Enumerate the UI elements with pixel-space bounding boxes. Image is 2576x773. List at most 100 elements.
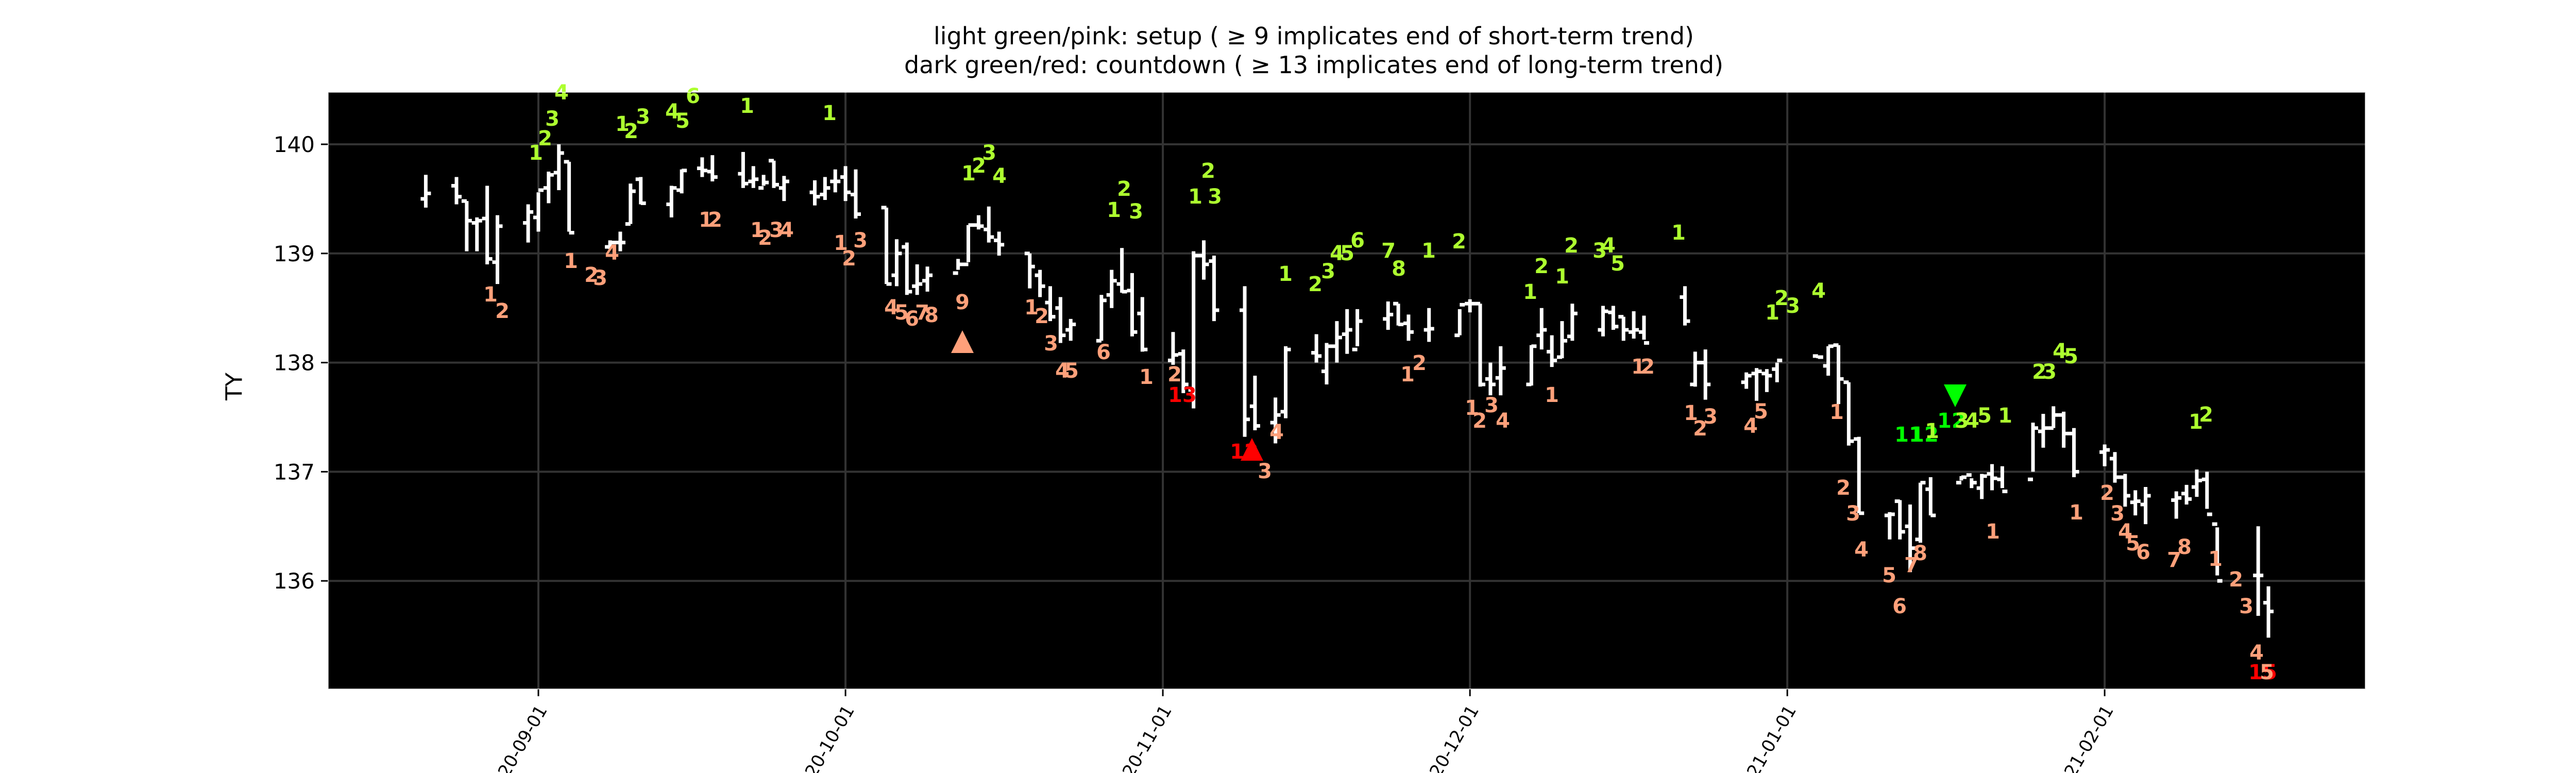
ohlc-bar	[2048, 406, 2059, 430]
td-count-label: 4	[1269, 421, 1284, 444]
ohlc-bar	[1454, 303, 1465, 338]
ohlc-bar	[2058, 411, 2069, 448]
td-count-label: 4	[1330, 242, 1344, 265]
ohlc-bar	[1311, 334, 1322, 363]
td-count-label: 1	[961, 162, 976, 186]
ohlc-bar	[1403, 314, 1414, 341]
td-count-label: 2	[1534, 255, 1549, 278]
td-count-label: 1	[1829, 400, 1844, 424]
ohlc-bar	[1280, 346, 1291, 418]
ohlc-bar	[1167, 332, 1178, 365]
td-count-label: 5	[2064, 345, 2078, 368]
td-count-label: 4	[2118, 520, 2132, 544]
ohlc-bar	[2140, 487, 2151, 525]
td-count-label: 2	[708, 208, 722, 232]
ohlc-bar	[1772, 358, 1783, 382]
td-count-label: 3	[2239, 595, 2253, 618]
td-count-label: 3	[545, 107, 560, 131]
td-count-label: 3	[2110, 502, 2125, 526]
ohlc-bar	[1465, 299, 1476, 313]
ohlc-bar	[778, 176, 789, 201]
ohlc-bar	[1024, 251, 1035, 289]
td-count-label: 3	[1044, 332, 1058, 356]
td-count-label: 5	[1064, 359, 1079, 383]
ohlc-bar	[533, 188, 544, 232]
td-count-label: 2	[495, 299, 510, 323]
ohlc-bar	[1383, 301, 1394, 330]
ohlc-bar	[1976, 474, 1987, 499]
ohlc-bar	[492, 215, 503, 284]
ohlc-bar	[2099, 444, 2110, 466]
ohlc-bar	[1096, 295, 1107, 343]
ohlc-bar	[1240, 286, 1250, 437]
td-count-label: 15	[2248, 661, 2277, 684]
td-count-label: 4	[605, 241, 619, 265]
td-count-label: 6	[686, 85, 700, 108]
ohlc-bar	[553, 144, 564, 190]
td-count-label: 4	[1743, 414, 1758, 438]
td-count-label: 3	[1592, 239, 1607, 263]
ohlc-bar	[1209, 256, 1219, 322]
ohlc-bar	[1608, 306, 1619, 330]
td-count-label: 1	[740, 94, 754, 118]
ohlc-bar	[564, 160, 574, 235]
td-count-label: 1	[834, 231, 848, 255]
td-count-label: 2	[584, 263, 599, 287]
ohlc-bar	[953, 259, 963, 275]
td-count-label: 6	[1350, 229, 1365, 253]
td-count-label: 1	[615, 112, 630, 136]
ohlc-bar	[984, 206, 994, 243]
td-count-label: 2	[1117, 177, 1131, 201]
td-count-label: 5	[2260, 661, 2274, 684]
td-count-label: 11	[1894, 423, 1923, 447]
td-count-label: 1	[1024, 296, 1039, 320]
td-count-label: 3	[853, 229, 868, 253]
td-count-label: 12	[1910, 423, 1939, 447]
td-count-label: 13	[1168, 383, 1197, 407]
td-count-label: 6	[905, 307, 919, 331]
ohlc-bar	[912, 264, 923, 295]
td-count-label: 2	[1564, 234, 1579, 258]
td-count-label: 4	[1811, 279, 1826, 303]
td-count-label: 2	[972, 154, 986, 178]
ohlc-bar	[1065, 318, 1076, 341]
ohlc-bar	[1700, 349, 1711, 400]
ohlc-bar	[1680, 286, 1690, 326]
ohlc-bar	[994, 231, 1005, 256]
ohlc-bar	[891, 239, 902, 287]
td-count-label: 2	[758, 226, 772, 250]
ohlc-bar	[830, 169, 841, 193]
td-count-label: 1	[1523, 280, 1537, 304]
td-count-label: 1	[2189, 410, 2203, 434]
ohlc-bar	[2130, 490, 2141, 516]
ohlc-bar	[1055, 297, 1066, 343]
td-count-label: 1	[699, 208, 713, 232]
td-count-label: 6	[2136, 541, 2150, 564]
x-axis: 20-09-01 20-10-01 20-11-01 20-12-01 21-01-01…	[494, 689, 2118, 773]
td-count-label: 2	[1412, 351, 1427, 375]
td-count-label: 3	[1786, 294, 1800, 318]
ohlc-bar	[2069, 428, 2079, 477]
y-tick-label: 140	[274, 132, 315, 157]
triangle-up-marker	[1241, 438, 1263, 461]
td-count-label: 3	[769, 219, 784, 242]
td-count-label: 4	[884, 296, 899, 320]
td-count-label: 1	[1631, 355, 1646, 379]
ohlc-bar	[881, 206, 892, 286]
td-count-label: 1	[750, 219, 765, 242]
td-count-label: 1	[1925, 419, 1939, 443]
ohlc-bar	[1843, 380, 1854, 446]
plot-area	[328, 92, 2365, 689]
td-count-label: 3	[1846, 502, 1860, 526]
ohlc-bar	[850, 169, 861, 219]
ohlc-bar	[1884, 512, 1895, 540]
triangle-up-marker	[951, 330, 974, 353]
y-tick-label: 137	[274, 459, 315, 484]
td-count-label: 1	[1400, 363, 1415, 386]
td-count-label: 1	[1555, 265, 1569, 289]
td-count-label: 1	[1278, 262, 1293, 286]
ohlc-bar	[2201, 472, 2212, 516]
ohlc-bar	[2028, 423, 2039, 481]
ohlc-bar	[1956, 475, 1967, 485]
ohlc-bar	[666, 186, 677, 217]
